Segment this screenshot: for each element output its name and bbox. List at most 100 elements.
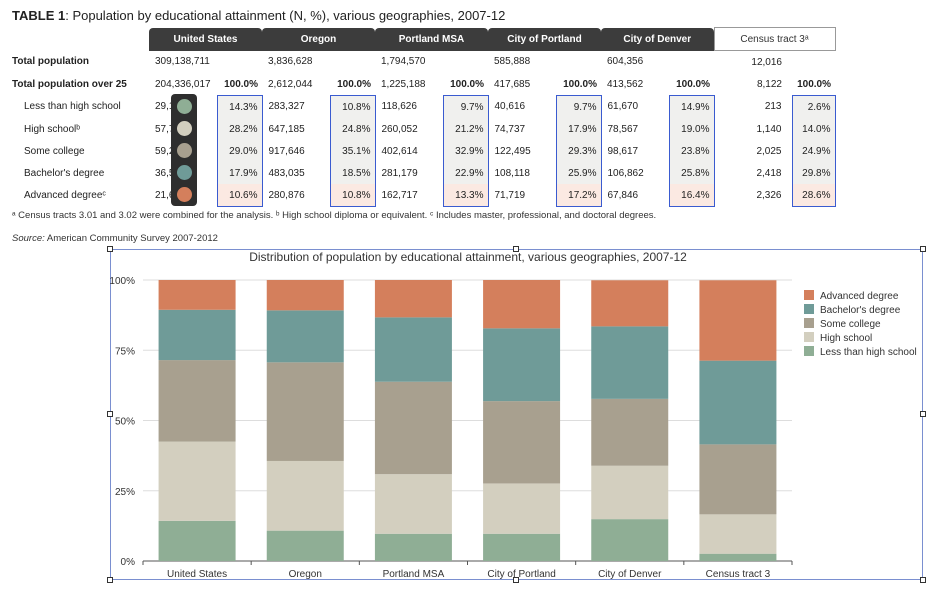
cell-percent[interactable]: 9.7% [555,95,602,118]
some-college-swatch[interactable] [176,143,192,158]
resize-handle-mr[interactable] [920,411,926,417]
high-school-swatch[interactable] [176,121,192,136]
row-label: High schoolᵇ [24,123,81,135]
cell-count: 122,495 [494,145,531,157]
table-row-over25: Total population over 25 204,336,017 100.… [8,73,835,96]
cell-count: 57,706 [149,118,217,140]
cell-count: 281,179 [381,167,418,179]
cell-count: 402,614 [381,145,418,157]
cell-percent[interactable]: 35.1% [329,140,376,162]
bachelors-swatch[interactable] [176,165,192,180]
cell-percent[interactable]: 32.9% [442,140,489,162]
less-than-hs-swatch[interactable] [176,99,192,114]
cell-count: 283,327 [268,101,305,113]
cell-count: 1,140 [756,123,782,135]
row-label: Less than high school [24,101,121,113]
chart-selection-frame[interactable] [110,249,923,580]
cell-count: 36,529 [149,162,217,184]
row-label: Total population [12,56,90,68]
cell-count: 483,035 [268,167,305,179]
row-label: Advanced degreeᶜ [24,189,106,201]
resize-handle-ml[interactable] [107,411,113,417]
table-title: TABLE 1: Population by educational attai… [12,8,506,23]
cell-percent[interactable]: 17.9% [216,162,263,184]
cell-percent[interactable]: 18.5% [329,162,376,184]
cell-percent[interactable]: 29.8% [791,162,836,184]
table-header-row: United States Oregon Portland MSA City o… [8,27,836,51]
cell-count: 2,326 [756,189,782,201]
cell-count: 2,418 [756,167,782,179]
cell-count: 162,717 [381,189,418,201]
table-row-total: Total population 309,138,711 3,836,628 1… [8,51,835,74]
resize-handle-tr[interactable] [920,246,926,252]
cell-count: 280,876 [268,189,305,201]
cell-count: 2,025 [756,145,782,157]
table-row: Advanced degreeᶜ 21,67510.6% 280,876 10.8% 1… [8,184,836,207]
footnote: ᵃ Census tracts 3.01 and 3.02 were combi… [12,210,657,221]
resize-handle-bc[interactable] [513,577,519,583]
cell-percent[interactable]: 2.6% [791,95,836,118]
cell-percent[interactable]: 17.9% [555,118,602,140]
cell-percent[interactable]: 23.8% [668,140,715,162]
cell-count: 213 [764,101,782,113]
row-label: Total population over 25 [12,78,127,90]
table-row: Bachelor's degree 36,52917.9% 483,035 18.5%… [8,162,836,184]
cell-count: 40,616 [494,101,526,113]
cell-count: 74,737 [494,123,526,135]
row-label: Bachelor's degree [24,167,105,179]
cell-count: 260,052 [381,123,418,135]
cell-percent[interactable]: 17.2% [555,184,602,207]
advanced-swatch[interactable] [176,187,192,202]
cell-percent[interactable]: 28.6% [791,184,836,207]
resize-handle-br[interactable] [920,577,926,583]
col-header-census-tract: Census tract 3ᵃ [713,27,836,51]
cell-percent[interactable]: 24.8% [329,118,376,140]
cell-count: 61,670 [607,101,639,113]
cell-count: 917,646 [268,145,305,157]
cell-count: 647,185 [268,123,305,135]
cell-count: 71,719 [494,189,526,201]
cell-percent[interactable]: 29.0% [216,140,263,162]
resize-handle-tc[interactable] [513,246,519,252]
col-header-city-denver: City of Denver [601,27,714,51]
cell-percent[interactable]: 14.9% [668,95,715,118]
resize-handle-bl[interactable] [107,577,113,583]
cell-percent[interactable]: 19.0% [668,118,715,140]
cell-percent[interactable]: 21.2% [442,118,489,140]
cell-percent[interactable]: 14.3% [216,95,263,118]
cell-count: 67,846 [607,189,639,201]
cell-percent[interactable]: 14.0% [791,118,836,140]
cell-percent[interactable]: 10.6% [216,184,263,207]
col-header-oregon: Oregon [262,27,375,51]
cell-percent[interactable]: 24.9% [791,140,836,162]
cell-count: 21,675 [149,184,217,207]
table-row: High schoolᵇ 57,70628.2% 647,185 24.8% 260,0… [8,118,836,140]
cell-count: 108,118 [494,167,530,179]
data-table: United States Oregon Portland MSA City o… [8,27,836,207]
cell-percent[interactable]: 28.2% [216,118,263,140]
color-legend-popup[interactable] [171,94,197,206]
cell-percent[interactable]: 29.3% [555,140,602,162]
cell-percent[interactable]: 13.3% [442,184,489,207]
cell-count: 29,179 [149,96,217,119]
cell-percent[interactable]: 10.8% [329,95,376,118]
cell-count: 118,626 [381,101,417,113]
row-label: Some college [24,145,85,157]
col-header-us: United States [149,27,262,51]
table-row: Some college 59,24429.0% 917,646 35.1% 402,6… [8,140,836,162]
cell-count: 78,567 [607,123,639,135]
cell-percent[interactable]: 16.4% [668,184,715,207]
col-header-city-portland: City of Portland [488,27,601,51]
cell-percent[interactable]: 25.9% [555,162,602,184]
cell-count: 59,244 [149,140,217,162]
cell-count: 98,617 [607,145,639,157]
cell-percent[interactable]: 25.8% [668,162,715,184]
col-header-portland-msa: Portland MSA [375,27,488,51]
cell-count: 106,862 [607,167,644,179]
resize-handle-tl[interactable] [107,246,113,252]
table-row: Less than high school 29,17914.3% 283,327 1… [8,95,836,119]
cell-percent[interactable]: 9.7% [442,95,489,118]
cell-percent[interactable]: 10.8% [329,184,376,207]
source-note: Source: American Community Survey 2007-2… [12,233,218,244]
cell-percent[interactable]: 22.9% [442,162,489,184]
